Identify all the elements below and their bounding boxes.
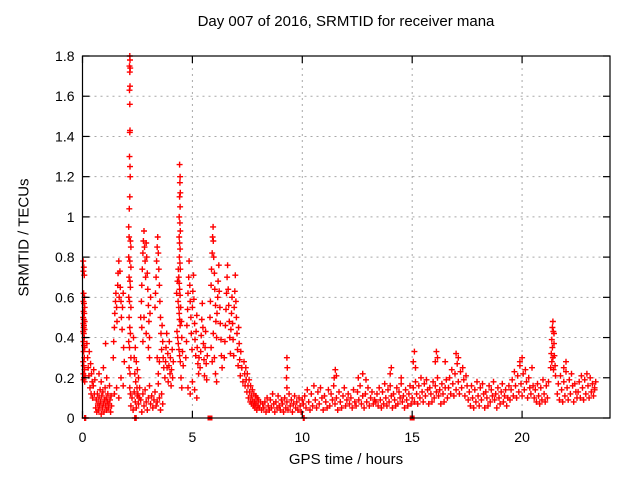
svg-text:1: 1 (67, 209, 75, 225)
svg-text:0.4: 0.4 (55, 330, 75, 346)
svg-text:1.6: 1.6 (55, 88, 75, 104)
svg-text:15: 15 (404, 429, 420, 445)
chart-title: Day 007 of 2016, SRMTID for receiver man… (197, 13, 495, 30)
svg-text:0.8: 0.8 (55, 249, 75, 265)
axis-ticks (81, 55, 610, 419)
svg-text:20: 20 (514, 429, 530, 445)
svg-text:10: 10 (295, 429, 311, 445)
svg-text:5: 5 (188, 429, 196, 445)
svg-text:0: 0 (67, 410, 75, 426)
data-points-SRMTID (80, 53, 599, 421)
x-tick-labels: 0 5 10 15 20 (79, 429, 530, 445)
svg-text:0: 0 (79, 429, 87, 445)
svg-text:0.2: 0.2 (55, 370, 75, 386)
svg-text:1.2: 1.2 (55, 169, 75, 185)
grid-lines (82, 56, 610, 418)
svg-text:1.4: 1.4 (55, 128, 75, 144)
svg-text:1.8: 1.8 (55, 48, 75, 64)
plot-border (81, 55, 611, 419)
svg-text:0.6: 0.6 (55, 289, 75, 305)
x-axis-label: GPS time / hours (288, 451, 404, 468)
y-tick-labels: 0 0.2 0.4 0.6 0.8 1 1.2 1.4 1.6 1.8 (55, 48, 75, 426)
